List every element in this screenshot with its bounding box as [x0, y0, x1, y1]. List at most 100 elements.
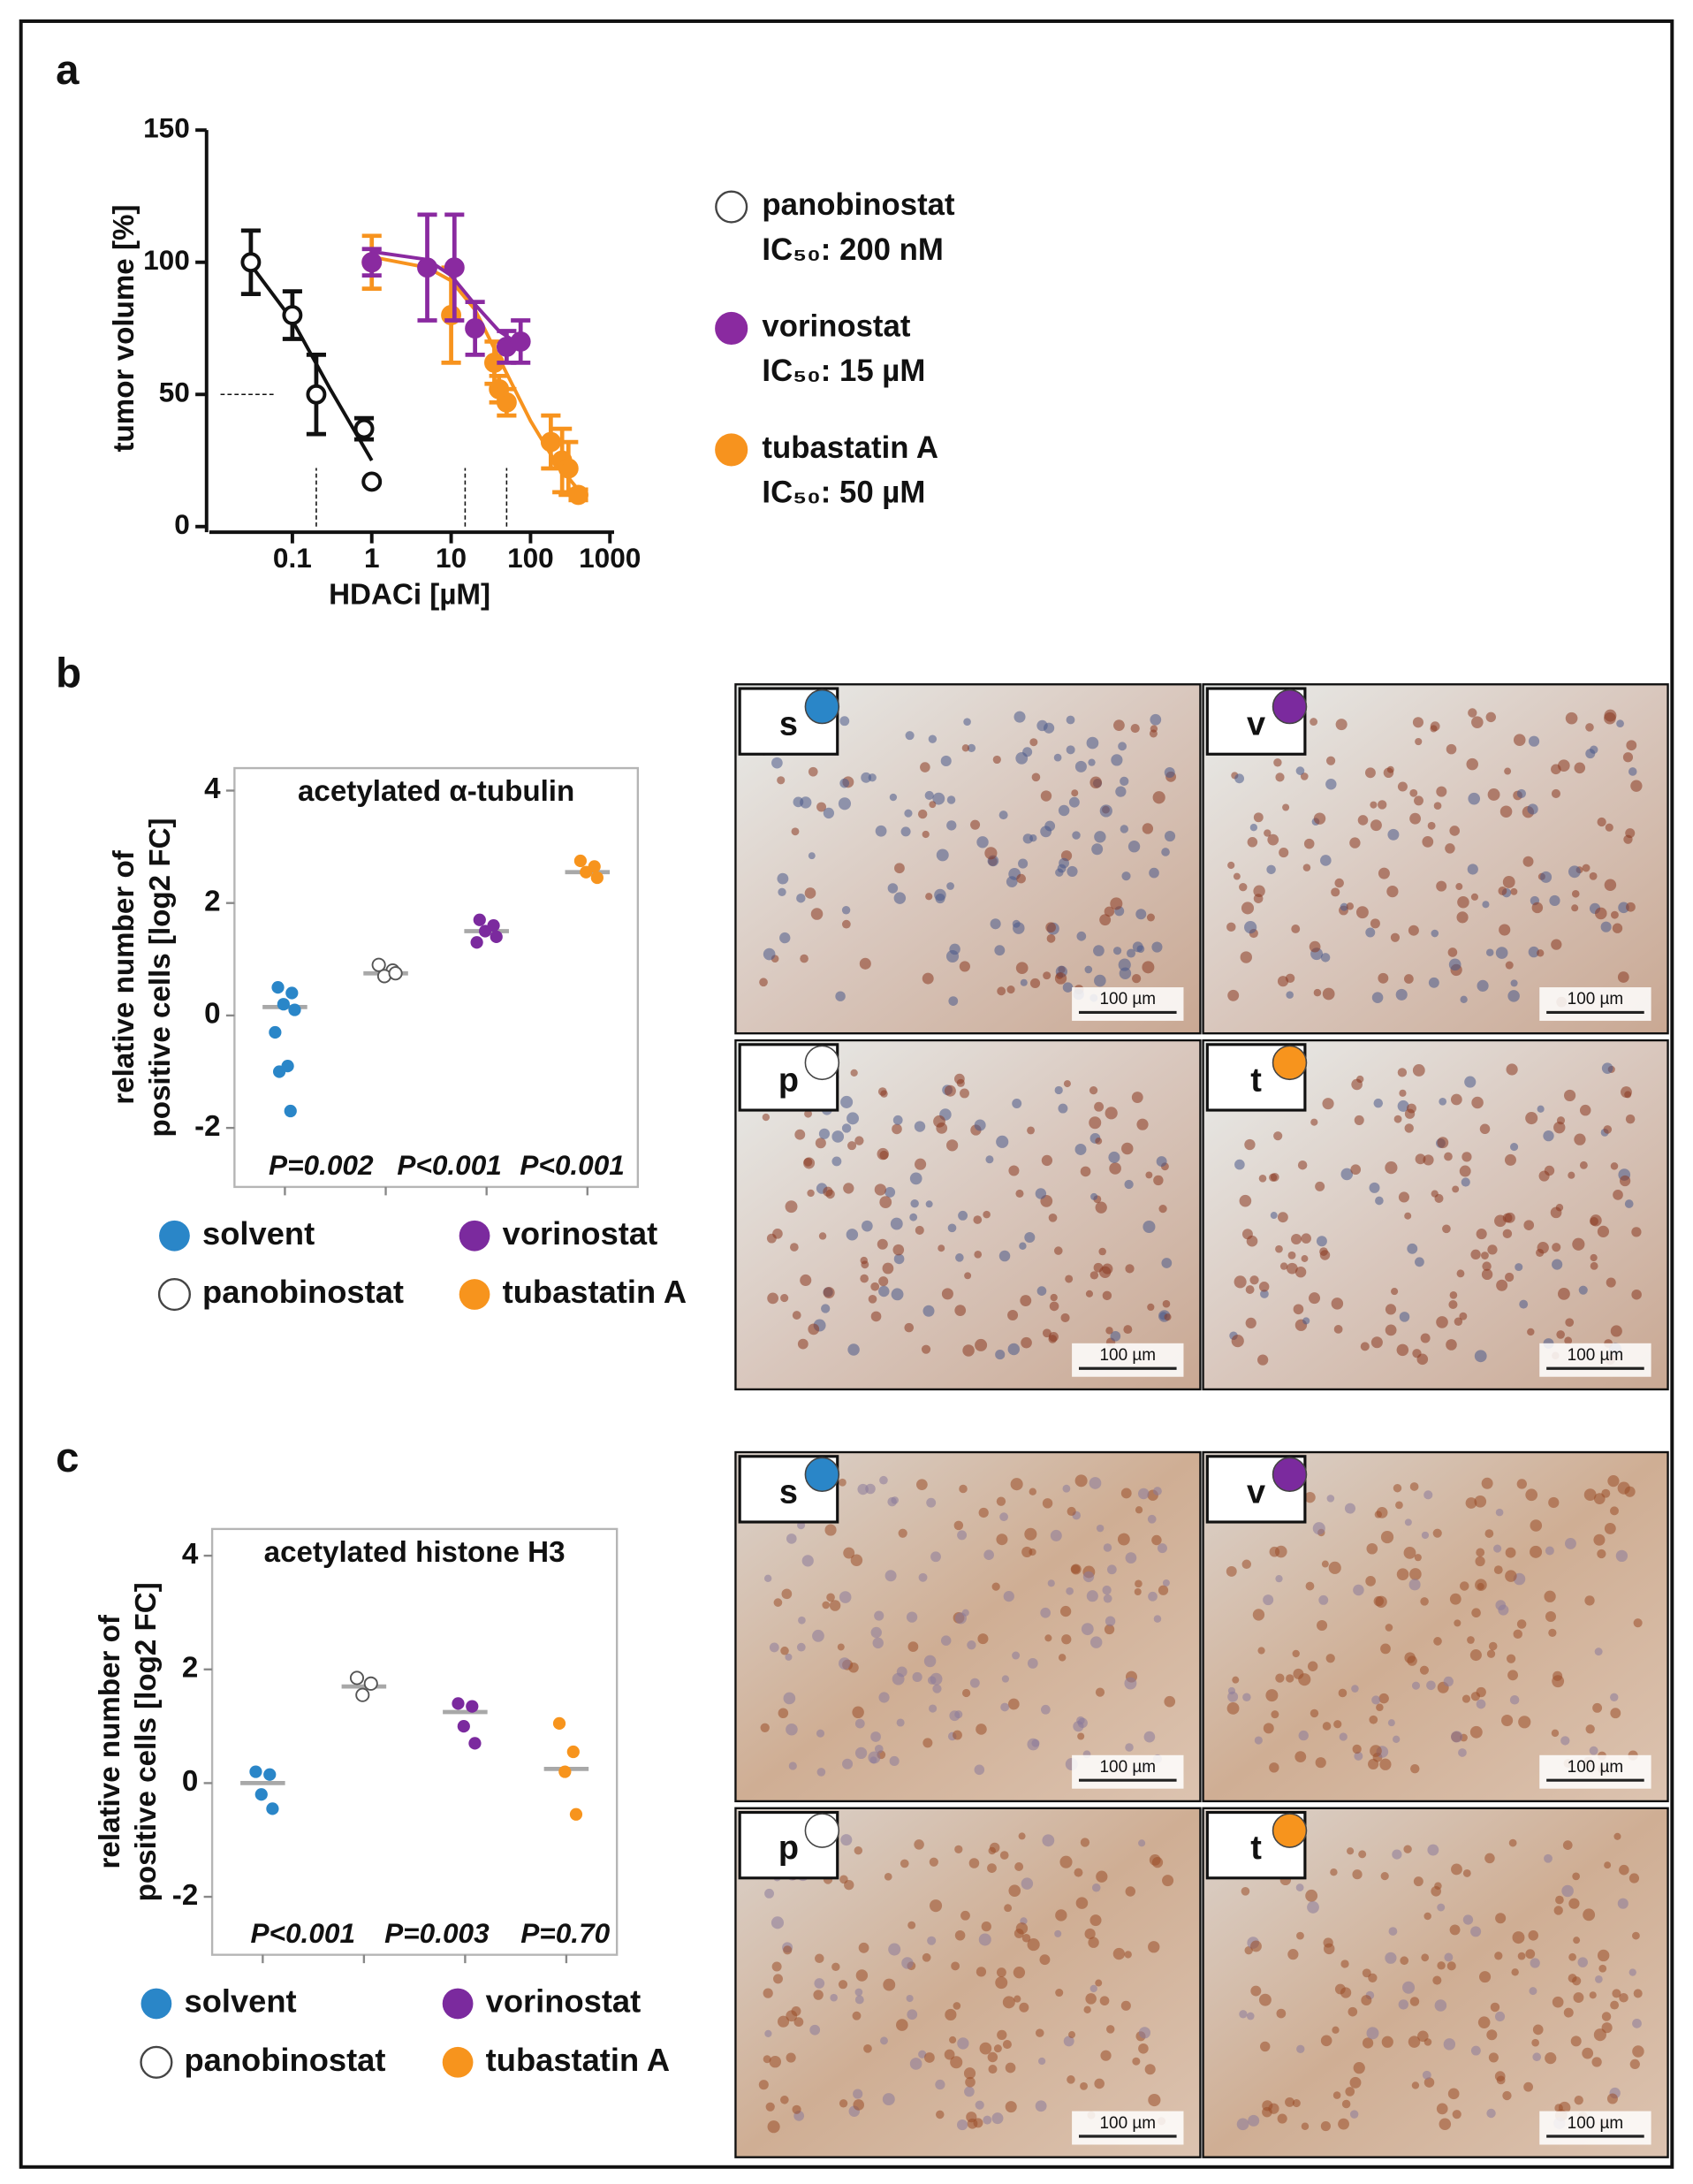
cell	[1091, 1883, 1101, 1892]
data-point	[266, 1802, 279, 1815]
cell	[900, 1859, 909, 1868]
cell	[922, 1738, 933, 1748]
cell	[800, 954, 809, 963]
x-tick-label: 1000	[579, 542, 641, 574]
cell	[1518, 1716, 1531, 1729]
cell	[1420, 1333, 1431, 1343]
micrograph-label: p	[778, 1062, 799, 1099]
cell	[1548, 1628, 1557, 1638]
cell	[1369, 1182, 1380, 1193]
data-point	[263, 1768, 277, 1781]
cell	[1248, 2114, 1260, 2127]
cell	[957, 2037, 969, 2050]
cell	[1149, 867, 1159, 879]
panel-label: c	[56, 1434, 79, 1481]
y-axis-label: tumor volume [%]	[108, 204, 140, 452]
cell	[1282, 803, 1290, 811]
cell	[1345, 2087, 1355, 2096]
cell	[1153, 1487, 1162, 1495]
cell	[1499, 924, 1511, 936]
treatment-dot	[804, 1813, 840, 1848]
cell	[1039, 1954, 1051, 1966]
cell	[1550, 1206, 1562, 1219]
cell	[1144, 2064, 1156, 2075]
y-tick-label: 150	[143, 112, 190, 144]
cell	[1446, 1961, 1456, 1971]
cell	[1338, 1688, 1348, 1698]
cell	[1517, 1952, 1526, 1960]
cell	[1436, 786, 1447, 797]
cell	[1046, 933, 1056, 943]
cell	[970, 819, 981, 830]
cell	[1291, 1234, 1302, 1245]
cell	[1407, 1655, 1417, 1666]
cell	[1227, 1691, 1239, 1702]
cell	[840, 1095, 854, 1108]
scale-bar-label: 100 µm	[1568, 1758, 1624, 1777]
cell	[1143, 1221, 1156, 1234]
cell	[1124, 1677, 1137, 1690]
cell	[1504, 1272, 1515, 1282]
cell	[1471, 1608, 1481, 1618]
cell	[1531, 902, 1544, 914]
cell	[1013, 1967, 1026, 1979]
cell	[1014, 1862, 1024, 1871]
cell	[957, 2119, 968, 2131]
y-tick-label: 0	[182, 1765, 198, 1798]
cell	[1277, 1212, 1288, 1223]
cell	[1035, 2028, 1044, 2037]
cell	[1310, 1118, 1318, 1126]
cell	[1099, 914, 1112, 926]
cell	[985, 1155, 994, 1164]
cell	[1411, 2081, 1420, 2089]
cell	[1151, 941, 1163, 953]
cell	[786, 1723, 798, 1736]
cell	[968, 1858, 980, 1868]
cell	[1449, 1290, 1458, 1299]
cell	[1610, 2000, 1620, 2010]
cell	[1409, 1482, 1419, 1491]
cell	[763, 1988, 773, 1998]
cell	[1267, 833, 1279, 846]
cell	[1522, 856, 1534, 867]
y-tick-label: 2	[182, 1652, 198, 1685]
cell	[929, 1899, 943, 1913]
cell	[944, 2049, 955, 2060]
cell	[893, 1253, 905, 1265]
cell	[1253, 885, 1265, 897]
cell	[1423, 1154, 1434, 1166]
cell	[1304, 1491, 1316, 1503]
cell	[1417, 2030, 1429, 2043]
cell	[1409, 788, 1418, 797]
cell	[1249, 824, 1258, 832]
cell	[991, 1582, 1000, 1591]
cell	[1396, 1568, 1409, 1580]
cell	[763, 2055, 771, 2064]
cell	[1121, 1142, 1134, 1155]
cell	[1142, 961, 1155, 974]
cell	[1573, 1937, 1581, 1944]
cell	[993, 2044, 1002, 2053]
cell	[1339, 1732, 1348, 1741]
cell	[1053, 753, 1062, 762]
cell	[1610, 1162, 1619, 1170]
cell	[1147, 1303, 1155, 1312]
treatment-dot	[804, 1457, 840, 1493]
cell	[1488, 1641, 1498, 1651]
data-point	[558, 1765, 572, 1778]
legend-label: panobinostat	[202, 1274, 404, 1310]
cell	[1476, 1229, 1487, 1240]
cell	[1334, 1983, 1346, 1995]
cell	[922, 1952, 931, 1962]
micrograph-label: p	[778, 1830, 799, 1867]
cell	[1415, 1257, 1424, 1267]
cell	[764, 1888, 774, 1899]
data-point	[510, 331, 531, 352]
cell	[1482, 901, 1490, 909]
cell	[1296, 2044, 1305, 2054]
scale-bar-bg	[1539, 1343, 1651, 1377]
cell	[1476, 1548, 1485, 1557]
cell	[932, 792, 945, 805]
cell	[923, 1655, 937, 1668]
cell	[1270, 1212, 1278, 1219]
